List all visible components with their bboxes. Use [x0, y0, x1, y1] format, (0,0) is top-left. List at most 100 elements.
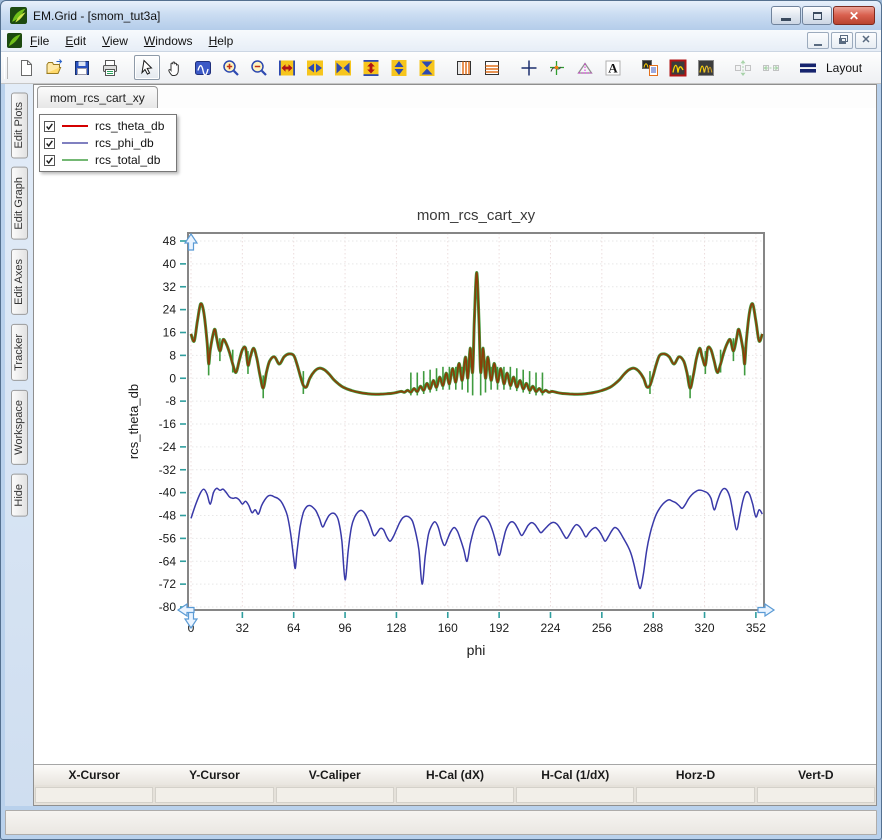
close-button[interactable]: ✕ — [833, 6, 875, 25]
x-tick-label: 320 — [695, 621, 715, 635]
mdi-minimize-button[interactable] — [807, 32, 829, 49]
toolbar: ALayout — [1, 52, 881, 84]
new-document-button[interactable] — [13, 55, 39, 80]
pan-hand-button[interactable] — [162, 55, 188, 80]
compress-x-button[interactable] — [330, 55, 356, 80]
tracker-cursor-button[interactable] — [544, 55, 570, 80]
y-tick-label: -80 — [159, 600, 177, 614]
toolbar-grip[interactable] — [4, 57, 8, 79]
legend-toggle-button[interactable] — [637, 55, 663, 80]
close-icon: ✕ — [849, 10, 859, 22]
zoom-in-icon — [221, 58, 241, 78]
x-tick-label: 352 — [746, 621, 766, 635]
vertical-markers-button[interactable] — [451, 55, 477, 80]
legend-swatch-rcs_total_db — [62, 159, 88, 161]
fit-horizontal-icon — [761, 58, 781, 78]
legend-checkbox-rcs_theta_db[interactable] — [44, 121, 55, 132]
cursor-value-6 — [757, 787, 875, 803]
layout-icon — [798, 58, 818, 78]
y-tick-label: -40 — [159, 486, 177, 500]
legend-item-rcs_total_db: rcs_total_db — [44, 152, 164, 168]
zoom-in-button[interactable] — [218, 55, 244, 80]
y-tick-label: -8 — [165, 394, 176, 408]
legend-item-rcs_theta_db: rcs_theta_db — [44, 118, 164, 134]
y-tick-label: 32 — [163, 280, 177, 294]
sidebar-tab-edit-axes[interactable]: Edit Axes — [11, 249, 28, 315]
menu-windows[interactable]: Windows — [136, 32, 201, 50]
cursor-header-horz-d: Horz-D — [635, 768, 755, 782]
maximize-icon — [813, 12, 822, 20]
save-file-button[interactable] — [69, 55, 95, 80]
legend-checkbox-rcs_total_db[interactable] — [44, 155, 55, 166]
cursor-header-x-cursor: X-Cursor — [34, 768, 154, 782]
compress-y-button[interactable] — [414, 55, 440, 80]
fit-vertical-icon — [733, 58, 753, 78]
document-icon — [7, 33, 22, 48]
axis-arrow-up — [185, 234, 197, 250]
zoom-out-button[interactable] — [246, 55, 272, 80]
single-curve-view-button[interactable] — [665, 55, 691, 80]
mdi-close-button[interactable]: ✕ — [855, 32, 877, 49]
y-tick-label: 0 — [169, 371, 176, 385]
crosshair-button[interactable] — [516, 55, 542, 80]
fit-vertical-button — [730, 55, 756, 80]
mdi-minimize-icon — [814, 44, 822, 46]
compress-x-icon — [333, 58, 353, 78]
axis-arrow-right — [758, 604, 774, 616]
svg-text:A: A — [608, 60, 618, 75]
cursor-header-v-caliper: V-Caliper — [275, 768, 395, 782]
menu-help[interactable]: Help — [201, 32, 242, 50]
window-title: EM.Grid - [smom_tut3a] — [33, 9, 771, 23]
legend-checkbox-rcs_phi_db[interactable] — [44, 138, 55, 149]
shrink-x-button[interactable] — [302, 55, 328, 80]
multi-curve-view-button[interactable] — [693, 55, 719, 80]
titlebar[interactable]: EM.Grid - [smom_tut3a] ✕ — [1, 1, 881, 30]
x-tick-label: 256 — [592, 621, 612, 635]
main-area: Edit Plots Edit Graph Edit Axes Tracker Work… — [1, 84, 881, 806]
legend-swatch-rcs_theta_db — [62, 125, 88, 127]
minimize-icon — [781, 18, 791, 21]
text-annotation-button[interactable]: A — [600, 55, 626, 80]
select-cursor-button[interactable] — [134, 55, 160, 80]
sidebar-tab-edit-plots[interactable]: Edit Plots — [11, 92, 28, 158]
cursor-header-h-cal-1-dx-: H-Cal (1/dX) — [515, 768, 635, 782]
y-tick-label: -72 — [159, 577, 177, 591]
caliper-button[interactable] — [572, 55, 598, 80]
menu-view[interactable]: View — [94, 32, 136, 50]
shrink-y-button[interactable] — [386, 55, 412, 80]
layout-button[interactable] — [795, 55, 821, 80]
cursor-value-1 — [155, 787, 273, 803]
open-file-button[interactable] — [41, 55, 67, 80]
sidebar-tab-tracker[interactable]: Tracker — [11, 324, 28, 381]
sidebar-tab-edit-graph[interactable]: Edit Graph — [11, 167, 28, 240]
fit-view-button[interactable] — [190, 55, 216, 80]
chart-svg: 484032241680-8-16-24-32-40-48-56-64-72-8… — [34, 108, 876, 764]
document-tab[interactable]: mom_rcs_cart_xy — [37, 86, 158, 108]
mdi-restore-button[interactable] — [831, 32, 853, 49]
minimize-button[interactable] — [771, 6, 801, 25]
vertical-markers-icon — [454, 58, 474, 78]
cursor-bar: X-CursorY-CursorV-CaliperH-Cal (dX)H-Cal… — [34, 764, 876, 805]
shrink-y-icon — [389, 58, 409, 78]
expand-y-button[interactable] — [358, 55, 384, 80]
y-tick-label: 8 — [169, 348, 176, 362]
print-button[interactable] — [97, 55, 123, 80]
app-window: EM.Grid - [smom_tut3a] ✕ FileEditViewWin… — [0, 0, 882, 840]
sidebar-tab-hide[interactable]: Hide — [11, 474, 28, 517]
app-icon — [10, 7, 27, 24]
sidebar: Edit Plots Edit Graph Edit Axes Tracker Work… — [5, 84, 33, 806]
cursor-bar-values — [34, 785, 876, 805]
zoom-out-icon — [249, 58, 269, 78]
legend: rcs_theta_dbrcs_phi_dbrcs_total_db — [39, 114, 177, 172]
sidebar-tab-workspace[interactable]: Workspace — [11, 390, 28, 465]
menu-file[interactable]: File — [22, 32, 57, 50]
legend-item-rcs_phi_db: rcs_phi_db — [44, 135, 164, 151]
horizontal-markers-icon — [482, 58, 502, 78]
x-tick-label: 288 — [643, 621, 663, 635]
tracker-cursor-icon — [547, 58, 567, 78]
menu-edit[interactable]: Edit — [57, 32, 94, 50]
x-tick-label: 224 — [540, 621, 560, 635]
maximize-button[interactable] — [802, 6, 832, 25]
expand-x-button[interactable] — [274, 55, 300, 80]
horizontal-markers-button[interactable] — [479, 55, 505, 80]
